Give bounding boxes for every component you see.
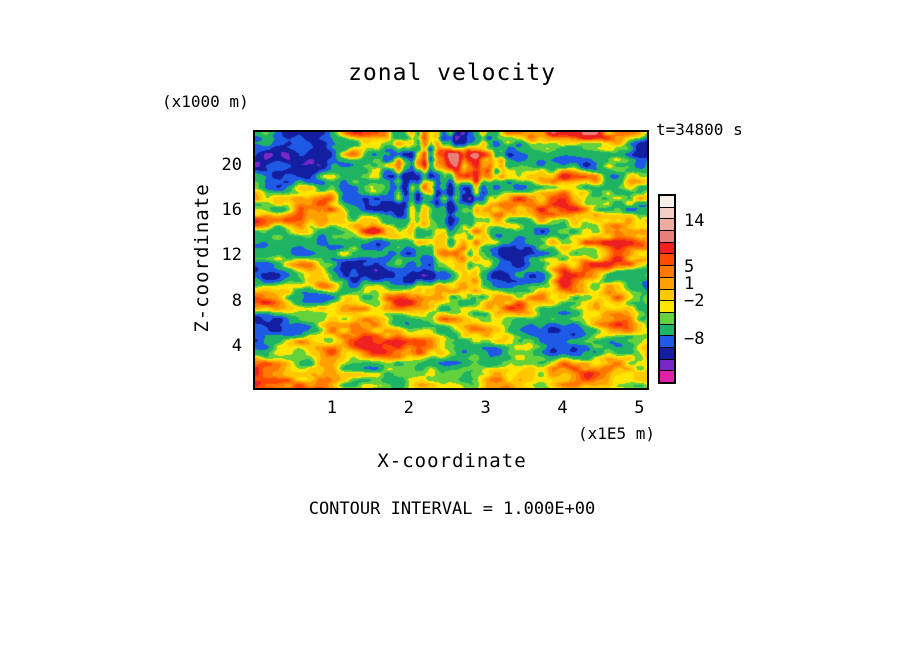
chart-title: zonal velocity bbox=[348, 60, 556, 86]
x-tick-label: 5 bbox=[634, 398, 645, 418]
colorbar-segment bbox=[660, 218, 674, 231]
colorbar-segment bbox=[660, 253, 674, 266]
heatmap-plot-area bbox=[253, 130, 649, 390]
colorbar-segment bbox=[660, 370, 674, 382]
colorbar-segment bbox=[660, 323, 674, 336]
colorbar-tick-label: −2 bbox=[684, 291, 705, 312]
colorbar-segment bbox=[660, 300, 674, 312]
x-tick-label: 3 bbox=[480, 398, 491, 418]
y-tick-label: 20 bbox=[221, 154, 242, 175]
x-axis-title: X-coordinate bbox=[377, 450, 527, 472]
time-annotation: t=34800 s bbox=[656, 120, 743, 139]
colorbar-segment bbox=[660, 196, 674, 207]
colorbar-segment bbox=[660, 346, 674, 359]
colorbar-segment bbox=[660, 241, 674, 254]
colorbar-tick-label: 1 bbox=[684, 274, 695, 295]
x-tick-label: 1 bbox=[326, 398, 337, 418]
colorbar-tick-label: −8 bbox=[684, 329, 705, 350]
colorbar-segment bbox=[660, 288, 674, 301]
colorbar-segment bbox=[660, 265, 674, 277]
y-axis-unit-label: (x1000 m) bbox=[162, 92, 249, 111]
x-tick-label: 4 bbox=[557, 398, 568, 418]
colorbar bbox=[658, 194, 676, 384]
colorbar-tick-label: 14 bbox=[684, 210, 705, 231]
colorbar-segment bbox=[660, 311, 674, 324]
colorbar-segment bbox=[660, 358, 674, 371]
x-axis-unit-label: (x1E5 m) bbox=[577, 424, 655, 443]
colorbar-tick-label: 5 bbox=[684, 257, 695, 278]
zonal-velocity-field-canvas bbox=[255, 132, 647, 388]
colorbar-segment bbox=[660, 276, 674, 289]
y-tick-label: 8 bbox=[231, 290, 242, 311]
y-tick-label: 12 bbox=[221, 245, 242, 266]
y-tick-label: 4 bbox=[231, 336, 242, 357]
contour-interval-caption: CONTOUR INTERVAL = 1.000E+00 bbox=[308, 499, 596, 519]
x-tick-label: 2 bbox=[403, 398, 414, 418]
colorbar-segment bbox=[660, 206, 674, 219]
y-tick-label: 16 bbox=[221, 200, 242, 221]
colorbar-segment bbox=[660, 230, 674, 242]
colorbar-segment bbox=[660, 335, 674, 347]
